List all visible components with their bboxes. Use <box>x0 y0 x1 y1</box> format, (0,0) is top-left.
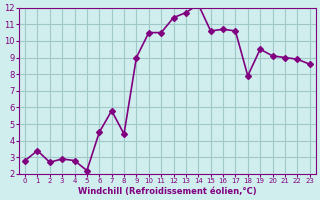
X-axis label: Windchill (Refroidissement éolien,°C): Windchill (Refroidissement éolien,°C) <box>78 187 257 196</box>
